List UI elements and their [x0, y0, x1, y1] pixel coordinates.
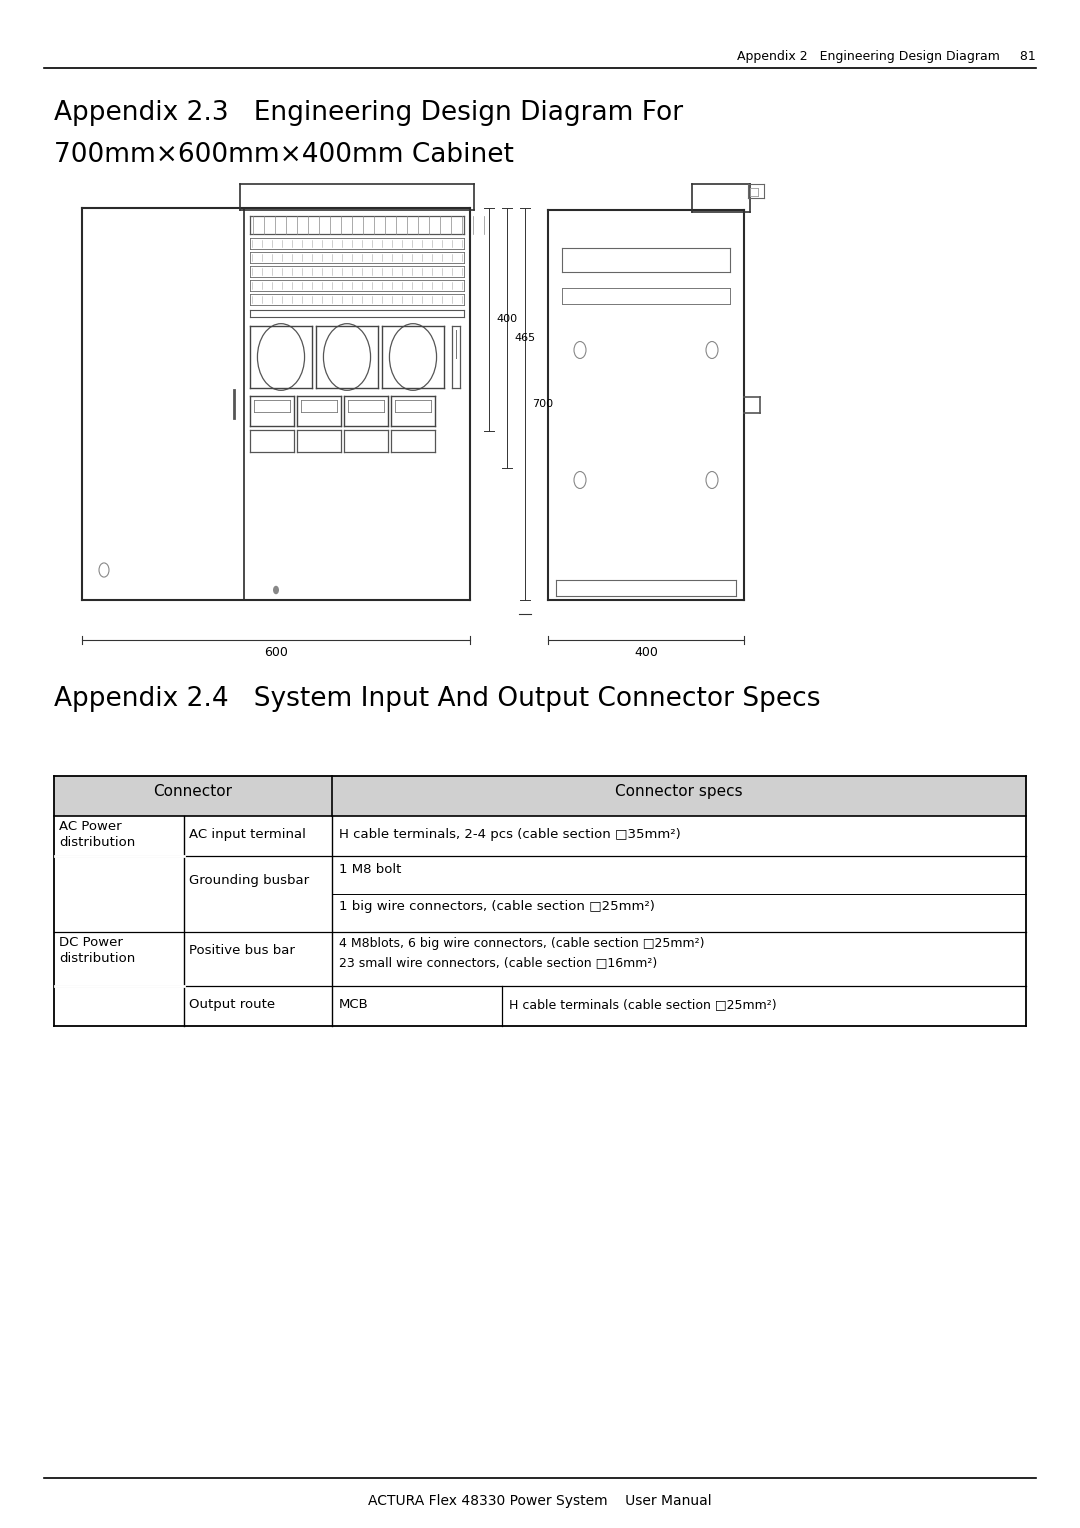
Text: 700: 700 [532, 399, 553, 410]
Text: ACTURA Flex 48330 Power System    User Manual: ACTURA Flex 48330 Power System User Manu… [368, 1494, 712, 1508]
Text: 700mm×600mm×400mm Cabinet: 700mm×600mm×400mm Cabinet [54, 142, 514, 168]
Text: Positive bus bar: Positive bus bar [189, 944, 295, 957]
Text: H cable terminals, 2-4 pcs (cable section □35mm²): H cable terminals, 2-4 pcs (cable sectio… [339, 828, 680, 840]
Text: Output route: Output route [189, 998, 275, 1012]
Text: Appendix 2   Engineering Design Diagram     81: Appendix 2 Engineering Design Diagram 81 [738, 50, 1036, 63]
Text: distribution: distribution [59, 952, 135, 966]
Text: AC Power: AC Power [59, 821, 122, 833]
Text: distribution: distribution [59, 836, 135, 850]
Text: AC input terminal: AC input terminal [189, 828, 306, 840]
Text: 4 M8blots, 6 big wire connectors, (cable section □25mm²): 4 M8blots, 6 big wire connectors, (cable… [339, 937, 704, 950]
Text: 400: 400 [496, 313, 517, 324]
Text: Grounding busbar: Grounding busbar [189, 874, 309, 886]
Text: Appendix 2.4   System Input And Output Connector Specs: Appendix 2.4 System Input And Output Con… [54, 686, 821, 712]
Text: Appendix 2.3   Engineering Design Diagram For: Appendix 2.3 Engineering Design Diagram … [54, 99, 684, 125]
Text: 600: 600 [265, 646, 288, 659]
Text: 400: 400 [634, 646, 658, 659]
Text: MCB: MCB [339, 998, 368, 1012]
Text: 23 small wire connectors, (cable section □16mm²): 23 small wire connectors, (cable section… [339, 957, 658, 969]
Text: H cable terminals (cable section □25mm²): H cable terminals (cable section □25mm²) [509, 998, 777, 1012]
Text: 465: 465 [514, 333, 535, 342]
Text: 1 M8 bolt: 1 M8 bolt [339, 863, 402, 876]
Text: DC Power: DC Power [59, 937, 123, 949]
Text: Connector: Connector [153, 784, 232, 799]
Text: Connector specs: Connector specs [616, 784, 743, 799]
Text: 1 big wire connectors, (cable section □25mm²): 1 big wire connectors, (cable section □2… [339, 900, 654, 914]
